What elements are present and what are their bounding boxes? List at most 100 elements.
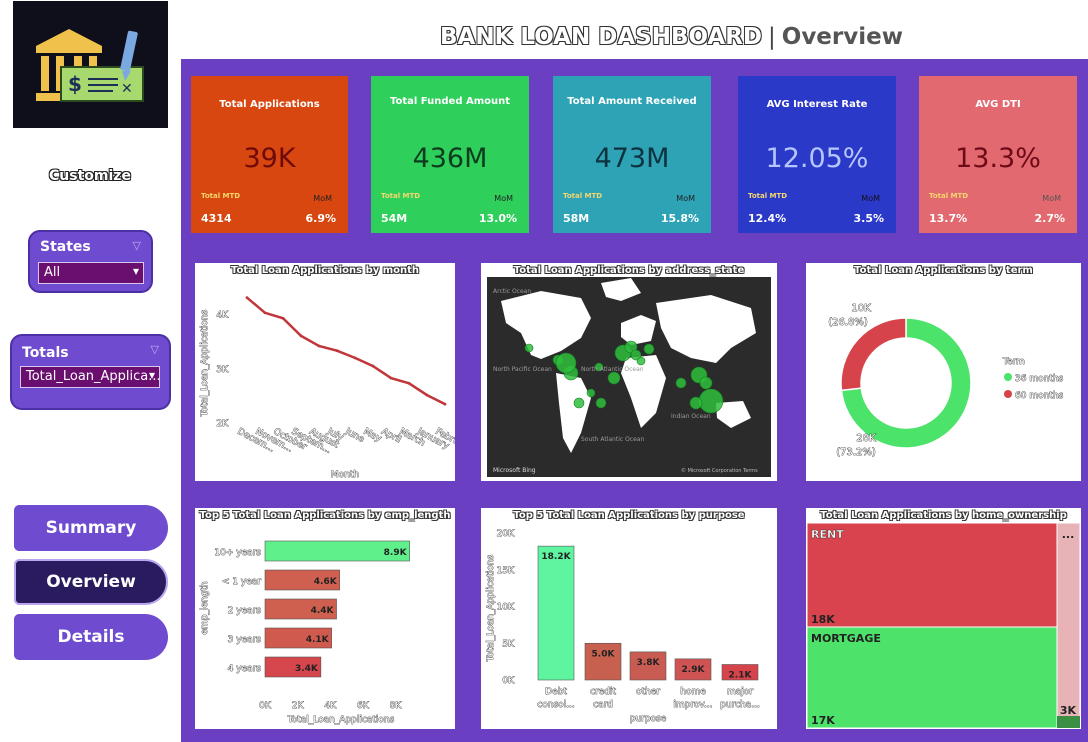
dashboard-title: BANK LOAN DASHBOARD [440,24,763,50]
x-tick-label: credit [590,687,616,697]
data-label: 3.4K [295,664,319,674]
y-tick-label: 5K [502,639,515,649]
totals-dropdown[interactable]: Total_Loan_Applica... ▾ [20,366,160,388]
purpose-chart-panel[interactable]: 0K 5K 10K 15K 20K 18.2K Debt consol... 5.0K credi… [481,508,777,729]
x-tick-label: Debt [545,687,567,697]
tile-value: 17K [811,714,835,727]
data-point [299,334,303,338]
purpose-column-chart[interactable]: 0K 5K 10K 15K 20K 18.2K Debt consol... 5.0K credi… [481,508,777,729]
emp-length-bar-chart[interactable]: 8.9K 10+ years 4.6K < 1 year 4.4K 2 years 4.1K… [195,508,455,729]
kpi-mom-label: MoM [494,194,513,203]
x-axis-label: Total_Loan_Applications [287,715,395,725]
chevron-down-icon[interactable]: ▾ [148,368,155,382]
donut-slice [840,317,907,392]
legend-label: 60 months [1015,391,1064,401]
y-tick-label: 10K [497,603,515,613]
data-label: 4.6K [314,577,338,587]
kpi-avg-interest-rate[interactable]: AVG Interest Rate 12.05% Total MTD MoM 1… [738,76,896,233]
data-label: 5.0K [592,649,616,659]
chevron-down-icon[interactable]: ▽ [150,343,159,356]
ocean-label: South Atlantic Ocean [581,436,644,443]
states-value: All [44,265,61,280]
chevron-down-icon[interactable]: ▾ [132,264,139,278]
home-ownership-treemap[interactable]: RENT 18K MORTGAGE 17K... 3K [806,508,1081,729]
land-mass [556,373,591,453]
land-mass [501,291,591,359]
x-tick-label: improv... [673,700,712,710]
state-bubble [675,377,687,389]
state-bubble [524,343,534,353]
bar [674,658,712,681]
data-label: 4.1K [306,635,330,645]
kpi-mtd-value: 54M [381,212,408,225]
kpi-value: 436M [412,143,488,174]
x-tick-label: 2K [292,701,305,711]
month-chart-panel[interactable]: 2K 3K 4K Decem... Novem... October Septem... Au… [195,263,455,481]
data-label: 4.4K [311,606,335,616]
kpi-value: 39K [243,143,296,174]
state-bubble [607,371,621,385]
data-point [425,393,429,397]
term-donut-chart[interactable]: 10K (26.8%) 28K (73.2%) Term 36 months 60 mont… [806,263,1081,481]
nav-details-button[interactable]: Details [14,614,168,660]
data-label: 18.2K [541,552,571,562]
bar [264,656,322,678]
state-bubble [636,356,646,366]
state-bubble [555,352,577,374]
y-tick-label: 4 years [228,664,262,674]
state-bubble [594,362,604,372]
data-label: 2.1K [729,670,753,680]
kpi-total-applications[interactable]: Total Applications 39K Total MTD MoM 431… [191,76,348,233]
bar [584,642,622,681]
kpi-mtd-label: Total MTD [381,192,421,200]
page-name: Overview [781,24,903,50]
x-tick-label: card [593,700,613,710]
title-separator: | [768,24,776,50]
data-point [371,364,375,368]
emp-length-chart-panel[interactable]: 8.9K 10+ years 4.6K < 1 year 4.4K 2 years 4.1K… [195,508,455,729]
y-tick-label: 3K [216,365,229,375]
bar [629,651,667,681]
ocean-label: Arctic Ocean [493,288,531,295]
state-bubble [699,376,713,390]
y-tick-label: 0K [502,676,515,686]
y-tick-label: 4K [216,311,229,321]
data-point [317,344,321,348]
map-copyright: © Microsoft Corporation Terms [681,467,758,474]
home-ownership-chart-panel[interactable]: RENT 18K MORTGAGE 17K... 3K Total Loan Appli… [806,508,1081,729]
legend-marker [1004,373,1012,381]
kpi-value: 12.05% [765,143,869,174]
x-tick-label: purcha... [720,700,760,710]
states-slicer[interactable]: States ▽ All ▾ [28,230,153,293]
states-dropdown[interactable]: All ▾ [38,262,144,284]
kpi-mtd-label: Total MTD [929,192,969,200]
nav-overview-button[interactable]: Overview [14,559,168,605]
treemap-tile [1056,522,1081,729]
nav-summary-button[interactable]: Summary [14,505,168,551]
treemap-tile [1057,716,1080,728]
chart-title: Total Loan Applications by month [230,265,420,276]
legend-title: Term [1002,357,1025,367]
x-tick-label: 6K [357,701,370,711]
land-mass [621,355,666,428]
kpi-mtd-value: 4314 [201,212,232,225]
kpi-total-amount-received[interactable]: Total Amount Received 473M Total MTD MoM… [553,76,711,233]
totals-value: Total_Loan_Applica... [26,369,160,384]
x-tick-label: major [727,687,753,697]
kpi-mom-label: MoM [1042,194,1061,203]
chevron-down-icon[interactable]: ▽ [132,239,141,252]
kpi-avg-dti[interactable]: AVG DTI 13.3% Total MTD MoM 13.7% 2.7% [919,76,1077,233]
kpi-total-funded-amount[interactable]: Total Funded Amount 436M Total MTD MoM 5… [371,76,529,233]
data-label: 28K [856,433,876,444]
state-bubble [630,349,642,361]
totals-slicer[interactable]: Totals ▽ Total_Loan_Applica... ▾ [10,334,171,410]
term-chart-panel[interactable]: 10K (26.8%) 28K (73.2%) Term 36 months 60 mont… [806,263,1081,481]
map-panel[interactable]: Arctic Ocean North Pacific Ocean North Atl… [481,263,777,481]
month-line-chart[interactable]: 2K3K4KDecem...Novem...OctoberSeptem...Au… [195,263,455,481]
data-point [443,402,447,406]
state-bubble-map[interactable]: Arctic Ocean North Pacific Ocean North Atl… [481,263,777,481]
states-label: States [40,239,91,255]
kpi-value: 473M [594,143,670,174]
kpi-mom-label: MoM [313,194,332,203]
x-tick-label: 8K [390,701,403,711]
